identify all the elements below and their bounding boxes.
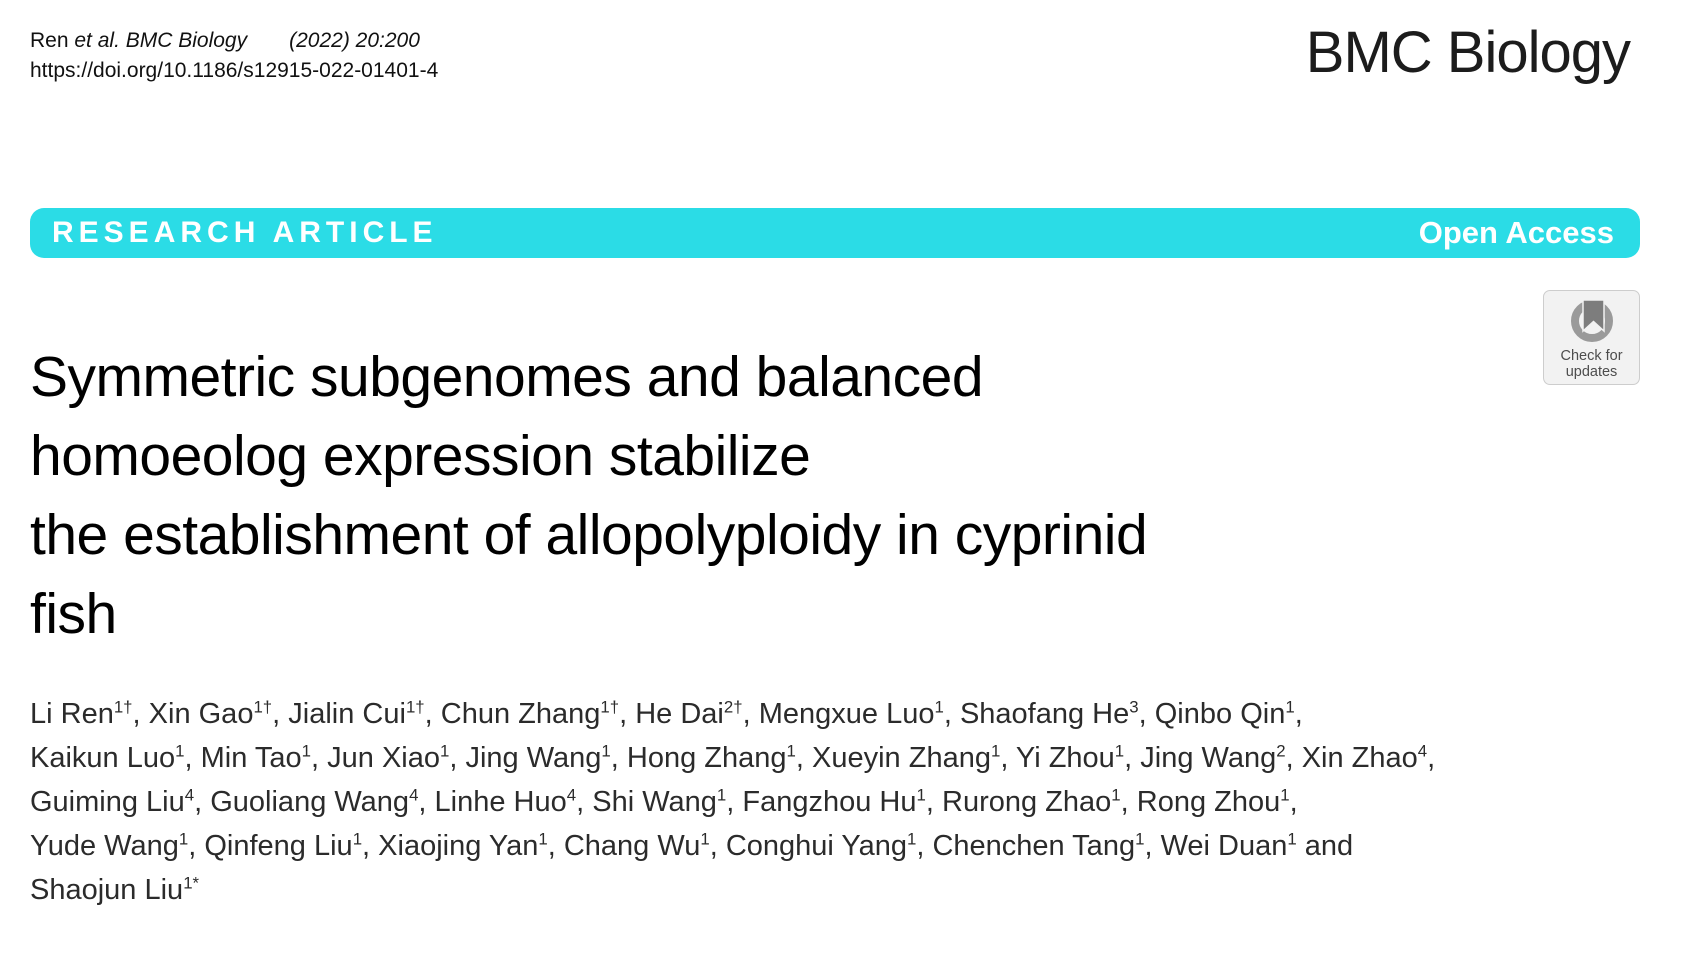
author-line: Li Ren1†, Xin Gao1†, Jialin Cui1†, Chun … [30, 697, 1303, 730]
author-name: Guoliang Wang4 [210, 785, 419, 818]
author-affiliation-superscript: 1 [175, 741, 185, 761]
author-name: Linhe Huo4 [434, 785, 577, 818]
citation-issue: (2022) 20:200 [289, 29, 420, 52]
author-name: Conghui Yang1 [725, 829, 917, 862]
author-affiliation-superscript: 1 [906, 829, 917, 849]
check-for-updates-badge[interactable]: Check for updates [1543, 290, 1640, 385]
author-affiliation-superscript: 1 [786, 741, 796, 761]
author-affiliation-superscript: 1 [1285, 697, 1295, 717]
author-name: Jialin Cui1† [288, 697, 425, 730]
open-access-label: Open Access [1418, 215, 1614, 250]
author-name: Yi Zhou1 [1015, 741, 1125, 774]
author-name: Mengxue Luo1 [758, 697, 944, 730]
citation-line: Ren et al. BMC Biology (2022) 20:200 [30, 26, 438, 56]
author-name: Fangzhou Hu1 [742, 785, 926, 818]
author-name: Jing Wang1 [465, 741, 611, 774]
author-affiliation-superscript: 1 [439, 741, 450, 761]
author-line: Shaojun Liu1* [30, 868, 1650, 912]
author-affiliation-superscript: 3 [1129, 697, 1139, 717]
author-name: Wei Duan1 [1160, 829, 1297, 862]
author-affiliation-superscript: 1 [352, 829, 363, 849]
author-name: Hong Zhang1 [626, 741, 796, 774]
author-affiliation-superscript: 1† [253, 697, 273, 717]
title-line: Symmetric subgenomes and balanced [30, 345, 984, 410]
author-affiliation-superscript: 2† [723, 697, 743, 717]
author-affiliation-superscript: 1 [178, 829, 189, 849]
citation-journal: et al. BMC Biology [74, 29, 248, 52]
journal-logo: BMC Biology [1305, 20, 1631, 85]
doi-link[interactable]: https://doi.org/10.1186/s12915-022-01401… [30, 59, 439, 82]
author-name: Guiming Liu4 [30, 785, 195, 818]
check-badge-text: Check for updates [1560, 348, 1623, 380]
author-name: Xin Zhao4 [1301, 741, 1428, 774]
author-affiliation-superscript: 1 [1287, 829, 1297, 849]
author-name: Rong Zhou1 [1136, 785, 1290, 818]
author-affiliation-superscript: 2 [1276, 741, 1286, 761]
citation-block: Ren et al. BMC Biology (2022) 20:200 http… [30, 26, 438, 86]
author-name: Qinbo Qin1 [1154, 697, 1295, 730]
author-affiliation-superscript: 1 [301, 741, 311, 761]
author-affiliation-superscript: 1 [716, 785, 727, 805]
author-name: Li Ren1† [30, 697, 133, 730]
author-affiliation-superscript: 1 [934, 697, 944, 717]
author-line: Kaikun Luo1, Min Tao1, Jun Xiao1, Jing W… [30, 741, 1436, 774]
banner: RESEARCH ARTICLE Open Access [30, 208, 1640, 258]
author-affiliation-superscript: 1† [600, 697, 620, 717]
author-affiliation-superscript: 1† [113, 697, 133, 717]
author-name: Chenchen Tang1 [932, 829, 1145, 862]
author-affiliation-superscript: 4 [184, 785, 195, 805]
author-name: Xueyin Zhang1 [812, 741, 1001, 774]
author-affiliation-superscript: 1† [405, 697, 425, 717]
author-affiliation-superscript: 1* [183, 873, 200, 893]
author-affiliation-superscript: 1 [1135, 829, 1145, 849]
crossmark-bookmark-icon [1570, 299, 1613, 342]
author-name: Kaikun Luo1 [30, 741, 185, 774]
article-title: Symmetric subgenomes and balanced homoeo… [30, 338, 1590, 654]
author-affiliation-superscript: 4 [409, 785, 419, 805]
author-affiliation-superscript: 1 [990, 741, 1001, 761]
author-name: Shaofang He3 [959, 697, 1139, 730]
author-affiliation-superscript: 1 [601, 741, 611, 761]
title-line: fish [30, 582, 117, 647]
author-list: Li Ren1†, Xin Gao1†, Jialin Cui1†, Chun … [30, 692, 1650, 912]
author-affiliation-superscript: 1 [1114, 741, 1125, 761]
author-affiliation-superscript: 1 [538, 829, 548, 849]
author-name: Xin Gao1† [148, 697, 273, 730]
article-type-label: RESEARCH ARTICLE [52, 216, 438, 249]
author-name: Chang Wu1 [563, 829, 710, 862]
author-name: Shaojun Liu1* [30, 873, 200, 906]
author-affiliation-superscript: 4 [1417, 741, 1428, 761]
author-name: Jun Xiao1 [327, 741, 450, 774]
author-affiliation-superscript: 1 [1111, 785, 1121, 805]
author-name: Min Tao1 [200, 741, 311, 774]
author-affiliation-superscript: 4 [566, 785, 577, 805]
author-affiliation-superscript: 1 [1280, 785, 1290, 805]
author-name: Rurong Zhao1 [942, 785, 1121, 818]
author-line: Guiming Liu4, Guoliang Wang4, Linhe Huo4… [30, 785, 1298, 818]
author-name: He Dai2† [635, 697, 743, 730]
author-affiliation-superscript: 1 [916, 785, 926, 805]
author-affiliation-superscript: 1 [700, 829, 710, 849]
author-name: Chun Zhang1† [440, 697, 620, 730]
author-name: Shi Wang1 [592, 785, 727, 818]
citation-author: Ren [30, 29, 69, 52]
title-line: the establishment of allopolyploidy in c… [30, 503, 1148, 568]
author-name: Jing Wang2 [1140, 741, 1286, 774]
author-name: Qinfeng Liu1 [204, 829, 363, 862]
title-line: homoeolog expression stabilize [30, 424, 811, 489]
author-line: Yude Wang1, Qinfeng Liu1, Xiaojing Yan1,… [30, 829, 1354, 862]
author-name: Xiaojing Yan1 [378, 829, 548, 862]
author-name: Yude Wang1 [30, 829, 189, 862]
